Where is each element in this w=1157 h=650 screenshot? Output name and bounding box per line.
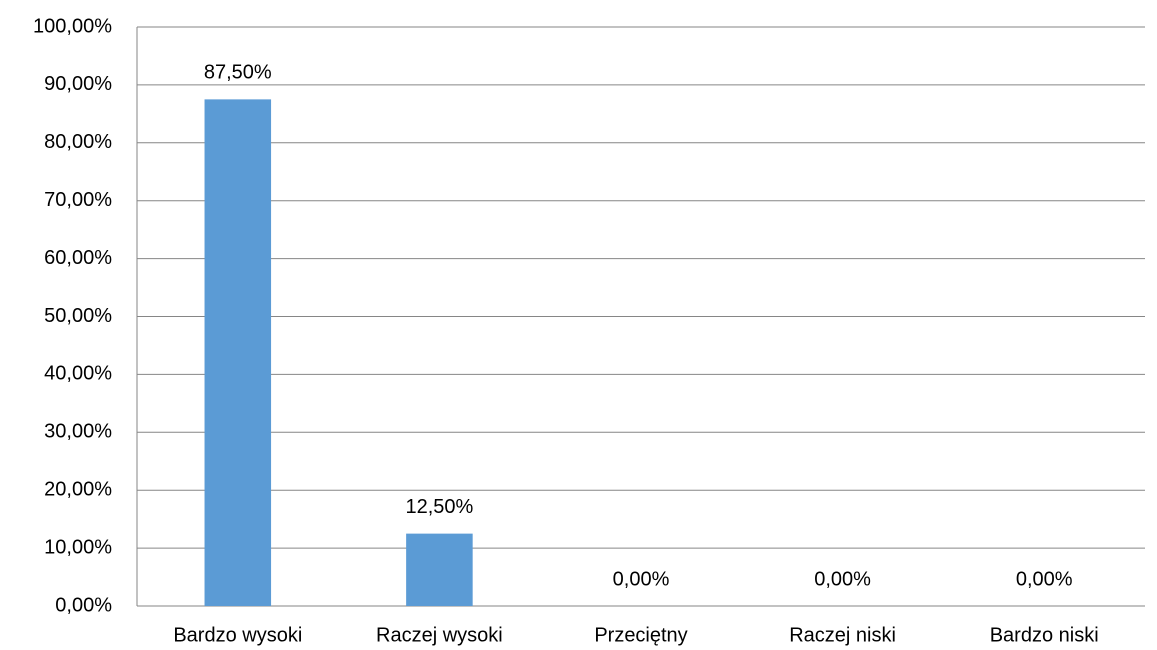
- data-label: 12,50%: [405, 496, 473, 518]
- y-tick-label: 100,00%: [33, 15, 112, 37]
- x-tick-label: Bardzo niski: [990, 624, 1099, 646]
- y-tick-label: 50,00%: [44, 305, 112, 327]
- bar: [406, 533, 473, 606]
- y-tick-label: 60,00%: [44, 247, 112, 269]
- data-label: 0,00%: [814, 568, 871, 590]
- y-tick-label: 10,00%: [44, 536, 112, 558]
- data-label: 87,50%: [204, 62, 272, 84]
- y-tick-label: 0,00%: [55, 594, 112, 616]
- x-tick-label: Przeciętny: [594, 624, 687, 646]
- y-tick-label: 70,00%: [44, 189, 112, 211]
- x-tick-label: Raczej wysoki: [376, 624, 503, 646]
- x-tick-label: Bardzo wysoki: [173, 624, 302, 646]
- y-tick-label: 40,00%: [44, 363, 112, 385]
- data-label: 0,00%: [613, 568, 670, 590]
- bar: [204, 99, 272, 606]
- y-tick-label: 80,00%: [44, 131, 112, 153]
- x-tick-label: Raczej niski: [789, 624, 896, 646]
- y-tick-label: 20,00%: [44, 478, 112, 500]
- y-tick-label: 30,00%: [44, 421, 112, 443]
- data-label: 0,00%: [1016, 568, 1073, 590]
- y-tick-label: 90,00%: [44, 73, 112, 95]
